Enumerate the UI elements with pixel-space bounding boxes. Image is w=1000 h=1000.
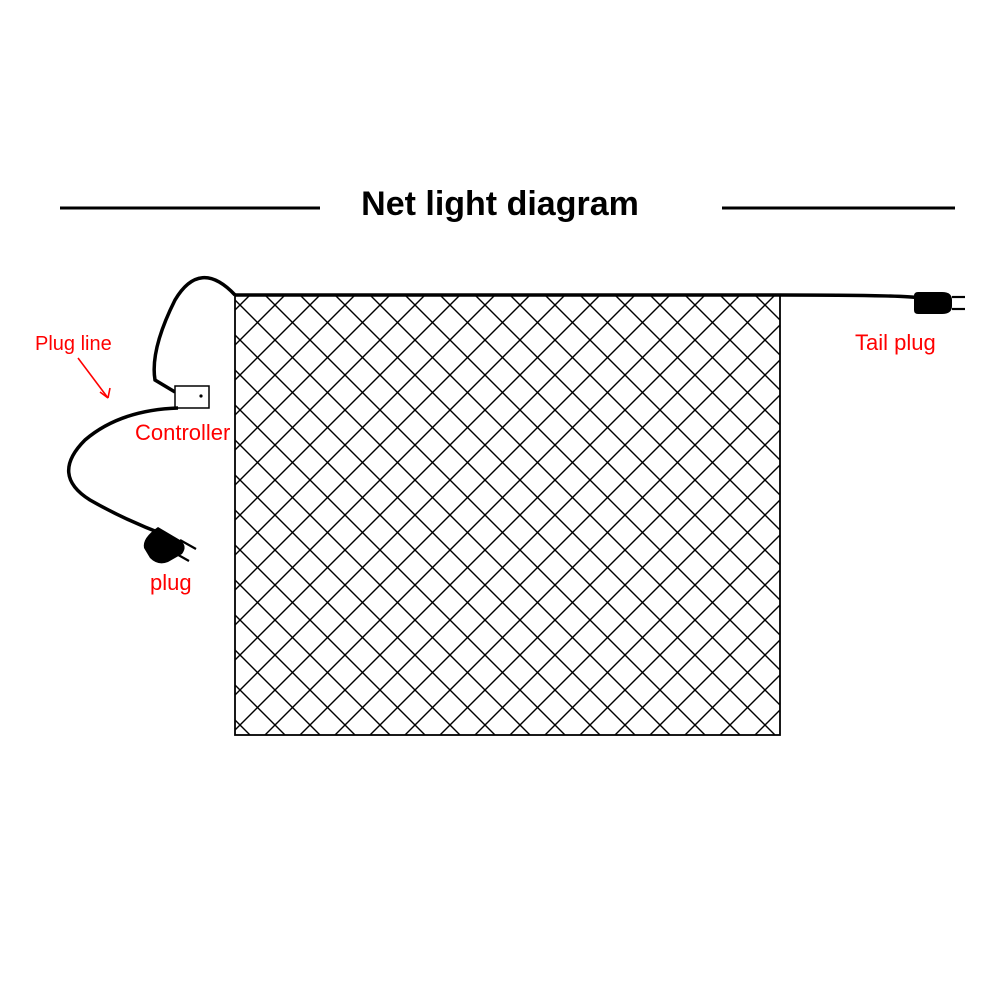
label-tail-plug: Tail plug (855, 330, 936, 355)
lead-wire-to-controller (154, 278, 235, 392)
arrow-plug-line (78, 358, 110, 398)
controller-box (175, 386, 209, 408)
diagram-title: Net light diagram (361, 185, 639, 223)
label-plug-line: Plug line (35, 333, 112, 355)
label-plug: plug (150, 570, 192, 595)
net-mesh (0, 295, 1000, 735)
tail-plug-icon (914, 292, 965, 314)
label-controller: Controller (135, 420, 230, 445)
net-light-diagram: Net light diagram Plug line Controller p… (0, 0, 1000, 1000)
power-plug-icon (144, 527, 196, 563)
